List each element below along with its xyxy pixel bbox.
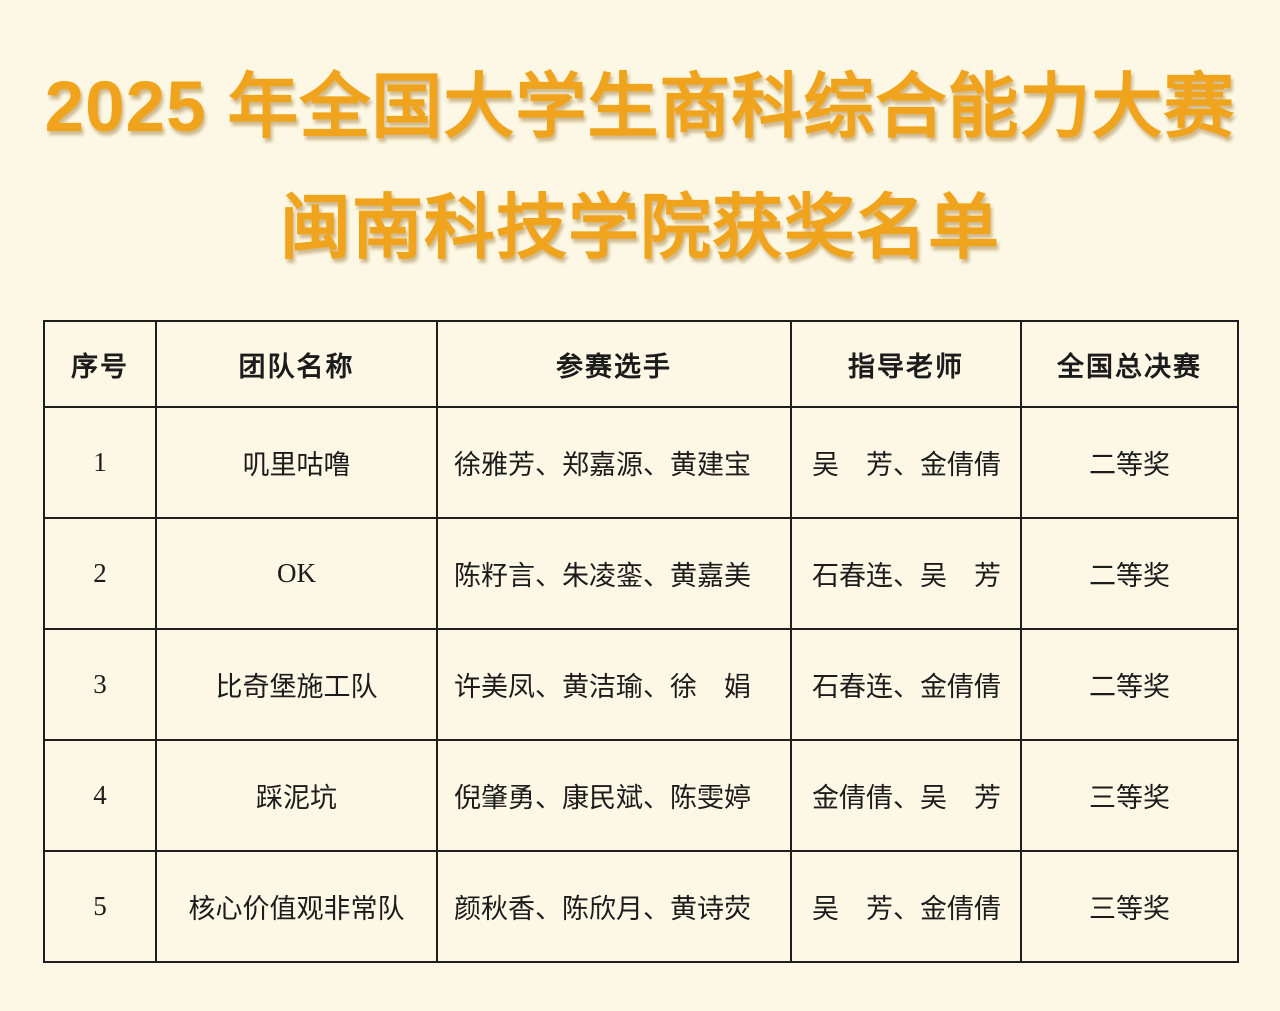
document-title-block: 2025 年全国大学生商科综合能力大赛 闽南科技学院获奖名单 bbox=[0, 0, 1280, 264]
table-row: 3 比奇堡施工队 许美凤、黄洁瑜、徐 娟 石春连、金倩倩 二等奖 bbox=[43, 628, 1239, 741]
serial-number-cell: 1 bbox=[43, 406, 157, 519]
team-name-cell: 比奇堡施工队 bbox=[155, 628, 438, 741]
table-row: 4 踩泥坑 倪肇勇、康民斌、陈雯婷 金倩倩、吴 芳 三等奖 bbox=[43, 739, 1239, 852]
advisors-cell: 石春连、吴 芳 bbox=[790, 517, 1022, 630]
award-cell: 三等奖 bbox=[1020, 739, 1239, 852]
table-header-row: 序号 团队名称 参赛选手 指导老师 全国总决赛 bbox=[43, 320, 1239, 408]
participants-cell: 陈籽言、朱凌銮、黄嘉美 bbox=[436, 517, 792, 630]
header-advisors: 指导老师 bbox=[790, 320, 1022, 408]
table-row: 2 OK 陈籽言、朱凌銮、黄嘉美 石春连、吴 芳 二等奖 bbox=[43, 517, 1239, 630]
advisors-cell: 吴 芳、金倩倩 bbox=[790, 850, 1022, 963]
participants-cell: 颜秋香、陈欣月、黄诗荧 bbox=[436, 850, 792, 963]
team-name-cell: 叽里咕噜 bbox=[155, 406, 438, 519]
serial-number-cell: 5 bbox=[43, 850, 157, 963]
participants-cell: 许美凤、黄洁瑜、徐 娟 bbox=[436, 628, 792, 741]
serial-number-cell: 4 bbox=[43, 739, 157, 852]
header-team-name: 团队名称 bbox=[155, 320, 438, 408]
participants-cell: 倪肇勇、康民斌、陈雯婷 bbox=[436, 739, 792, 852]
header-participants: 参赛选手 bbox=[436, 320, 792, 408]
team-name-cell: 踩泥坑 bbox=[155, 739, 438, 852]
serial-number-cell: 3 bbox=[43, 628, 157, 741]
award-cell: 二等奖 bbox=[1020, 517, 1239, 630]
title-line-1: 2025 年全国大学生商科综合能力大赛 bbox=[44, 68, 1236, 147]
title-line-2: 闽南科技学院获奖名单 bbox=[279, 189, 1000, 268]
award-results-table: 序号 团队名称 参赛选手 指导老师 全国总决赛 1 叽里咕噜 徐雅芳、郑嘉源、黄… bbox=[43, 320, 1239, 963]
award-cell: 三等奖 bbox=[1020, 850, 1239, 963]
advisors-cell: 石春连、金倩倩 bbox=[790, 628, 1022, 741]
header-national-finals: 全国总决赛 bbox=[1020, 320, 1239, 408]
header-serial-number: 序号 bbox=[43, 320, 157, 408]
advisors-cell: 吴 芳、金倩倩 bbox=[790, 406, 1022, 519]
serial-number-cell: 2 bbox=[43, 517, 157, 630]
participants-cell: 徐雅芳、郑嘉源、黄建宝 bbox=[436, 406, 792, 519]
table-row: 5 核心价值观非常队 颜秋香、陈欣月、黄诗荧 吴 芳、金倩倩 三等奖 bbox=[43, 850, 1239, 963]
award-cell: 二等奖 bbox=[1020, 406, 1239, 519]
team-name-cell: OK bbox=[155, 517, 438, 630]
team-name-cell: 核心价值观非常队 bbox=[155, 850, 438, 963]
award-cell: 二等奖 bbox=[1020, 628, 1239, 741]
table-row: 1 叽里咕噜 徐雅芳、郑嘉源、黄建宝 吴 芳、金倩倩 二等奖 bbox=[43, 406, 1239, 519]
advisors-cell: 金倩倩、吴 芳 bbox=[790, 739, 1022, 852]
